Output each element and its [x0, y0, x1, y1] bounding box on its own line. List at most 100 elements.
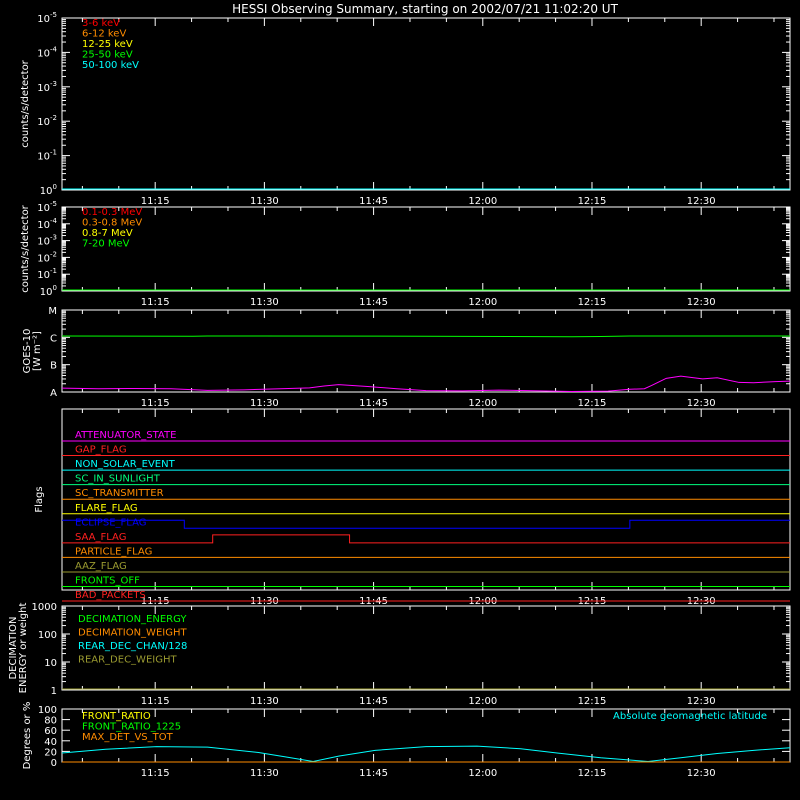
- series-line: [61, 745, 791, 762]
- flag-label: PARTICLE_FLAG: [75, 546, 152, 557]
- time-tick-label: 12:15: [578, 768, 607, 779]
- time-tick-label: 12:15: [578, 196, 607, 207]
- time-tick-label: 12:00: [468, 297, 497, 308]
- legend-entry: DECIMATION_ENERGY: [78, 614, 187, 625]
- y-tick-label: M: [48, 306, 57, 317]
- y-tick-label: 100: [38, 705, 57, 716]
- legend-entry: 25-50 keV: [82, 50, 133, 61]
- time-tick-label: 11:15: [141, 297, 170, 308]
- legend-entry: DECIMATION_WEIGHT: [78, 628, 187, 639]
- panel-ratio: 11:15 11:30 11:45 12:00 12:15 12:30 0204060801…: [22, 702, 791, 779]
- y-axis-label: [W m⁻²]: [32, 331, 43, 371]
- time-tick-label: 11:45: [359, 196, 388, 207]
- time-tick-label: 11:15: [141, 696, 170, 707]
- time-tick-label: 12:00: [468, 768, 497, 779]
- time-tick-label: 12:15: [578, 696, 607, 707]
- time-tick-label: 12:00: [468, 696, 497, 707]
- legend-entry: 0.1-0.3 MeV: [82, 207, 142, 218]
- time-tick-label: 11:15: [141, 398, 170, 409]
- legend-entry: 0.8-7 MeV: [82, 228, 133, 239]
- time-tick-label: 12:00: [468, 398, 497, 409]
- time-tick-label: 12:30: [687, 768, 716, 779]
- y-tick-label: B: [50, 361, 57, 372]
- legend-entry: 12-25 keV: [82, 39, 133, 50]
- flag-line: [62, 519, 790, 529]
- y-axis-label: GOES-10: [22, 329, 33, 374]
- time-tick-label: 12:30: [687, 696, 716, 707]
- y-tick-label: 10-3: [37, 234, 57, 248]
- time-tick-label: 12:30: [687, 398, 716, 409]
- y-tick-label: 10-4: [37, 45, 57, 59]
- y-axis-label: counts/s/detector: [20, 204, 31, 292]
- panel-decimation: 11:15 11:30 11:45 12:00 12:15 12:30 1 10 100 1000…: [8, 602, 791, 707]
- time-tick-label: 11:30: [250, 768, 279, 779]
- y-tick-label: 10-2: [37, 114, 57, 128]
- y-tick-label: A: [50, 388, 57, 399]
- y-tick-label: 80: [44, 716, 57, 727]
- figure-title: HESSI Observing Summary, starting on 200…: [232, 2, 618, 16]
- time-tick-label: 11:45: [359, 768, 388, 779]
- time-tick-label: 11:45: [359, 297, 388, 308]
- flag-label: NON_SOLAR_EVENT: [75, 459, 176, 470]
- y-tick-label: 1: [51, 686, 57, 697]
- legend-entry: REAR_DEC_CHAN/128: [78, 641, 187, 652]
- time-tick-label: 12:30: [687, 297, 716, 308]
- panel-flags: 11:15 11:30 11:45 12:00 12:15 12:30FlagsATTEN…: [34, 408, 791, 607]
- flag-label: SC_IN_SUNLIGHT: [75, 474, 161, 485]
- time-tick-label: 11:30: [250, 398, 279, 409]
- legend-entry: 0.3-0.8 MeV: [82, 218, 142, 229]
- panel-high-energy-rates: 11:15 11:30 11:45 12:00 12:15 12:30 10-5 10-4 10…: [20, 200, 791, 308]
- legend-entry: MAX_DET_VS_TOT: [82, 732, 174, 743]
- flag-label: GAP_FLAG: [75, 445, 127, 456]
- y-axis-label: ENERGY or weight: [18, 603, 29, 694]
- flag-label: FRONTS_OFF: [75, 576, 140, 587]
- time-tick-label: 12:00: [468, 196, 497, 207]
- y-tick-label: 10: [44, 658, 57, 669]
- y-tick-label: 40: [44, 737, 57, 748]
- panel-frame: [61, 17, 791, 191]
- flag-label: ECLIPSE_FLAG: [75, 517, 146, 528]
- time-tick-label: 11:15: [141, 196, 170, 207]
- y-tick-label: 10-1: [37, 149, 57, 163]
- y-tick-label: 1000: [32, 602, 57, 613]
- panel-frame: [61, 605, 791, 691]
- time-tick-label: 12:30: [687, 196, 716, 207]
- y-axis-label: counts/s/detector: [20, 59, 31, 147]
- time-tick-label: 12:15: [578, 398, 607, 409]
- flag-label: BAD_PACKETS: [75, 590, 146, 601]
- y-tick-label: 20: [44, 747, 57, 758]
- time-tick-label: 11:30: [250, 196, 279, 207]
- time-tick-label: 11:30: [250, 297, 279, 308]
- y-axis-label: Degrees or %: [22, 702, 33, 770]
- panel-frame: [61, 206, 791, 292]
- y-tick-label: 60: [44, 726, 57, 737]
- flag-label: AAZ_FLAG: [75, 561, 127, 572]
- y-axis-label: Flags: [34, 486, 45, 512]
- legend-entry: REAR_DEC_WEIGHT: [78, 655, 177, 666]
- latitude-annotation: Absolute geomagnetic latitude: [613, 711, 767, 722]
- panel-low-energy-rates: 11:15 11:30 11:45 12:00 12:15 12:30 10-5 10-4 10…: [20, 11, 791, 207]
- flag-label: SAA_FLAG: [75, 532, 126, 543]
- y-tick-label: 10-5: [37, 200, 57, 214]
- legend-entry: 7-20 MeV: [82, 239, 130, 250]
- time-tick-label: 11:45: [359, 398, 388, 409]
- y-tick-label: 10-3: [37, 80, 57, 94]
- panel-frame: [61, 309, 791, 393]
- y-tick-label: C: [50, 333, 57, 344]
- flag-line: [62, 534, 790, 544]
- panel-goes: 11:15 11:30 11:45 12:00 12:15 12:30 A B C M GOES-1…: [22, 306, 791, 409]
- legend-entry: FRONT_RATIO: [82, 711, 151, 722]
- time-tick-label: 11:45: [359, 696, 388, 707]
- y-tick-label: 10-4: [37, 217, 57, 231]
- time-tick-label: 11:30: [250, 696, 279, 707]
- y-axis-label: DECIMATION: [8, 616, 19, 679]
- series-line: [61, 375, 791, 392]
- y-tick-label: 100: [40, 183, 57, 197]
- y-tick-label: 10-2: [37, 250, 57, 264]
- y-tick-label: 0: [51, 758, 57, 769]
- y-tick-label: 10-5: [37, 11, 57, 25]
- flag-label: ATTENUATOR_STATE: [75, 430, 176, 441]
- legend-entry: 50-100 keV: [82, 60, 139, 71]
- y-tick-label: 100: [40, 284, 57, 298]
